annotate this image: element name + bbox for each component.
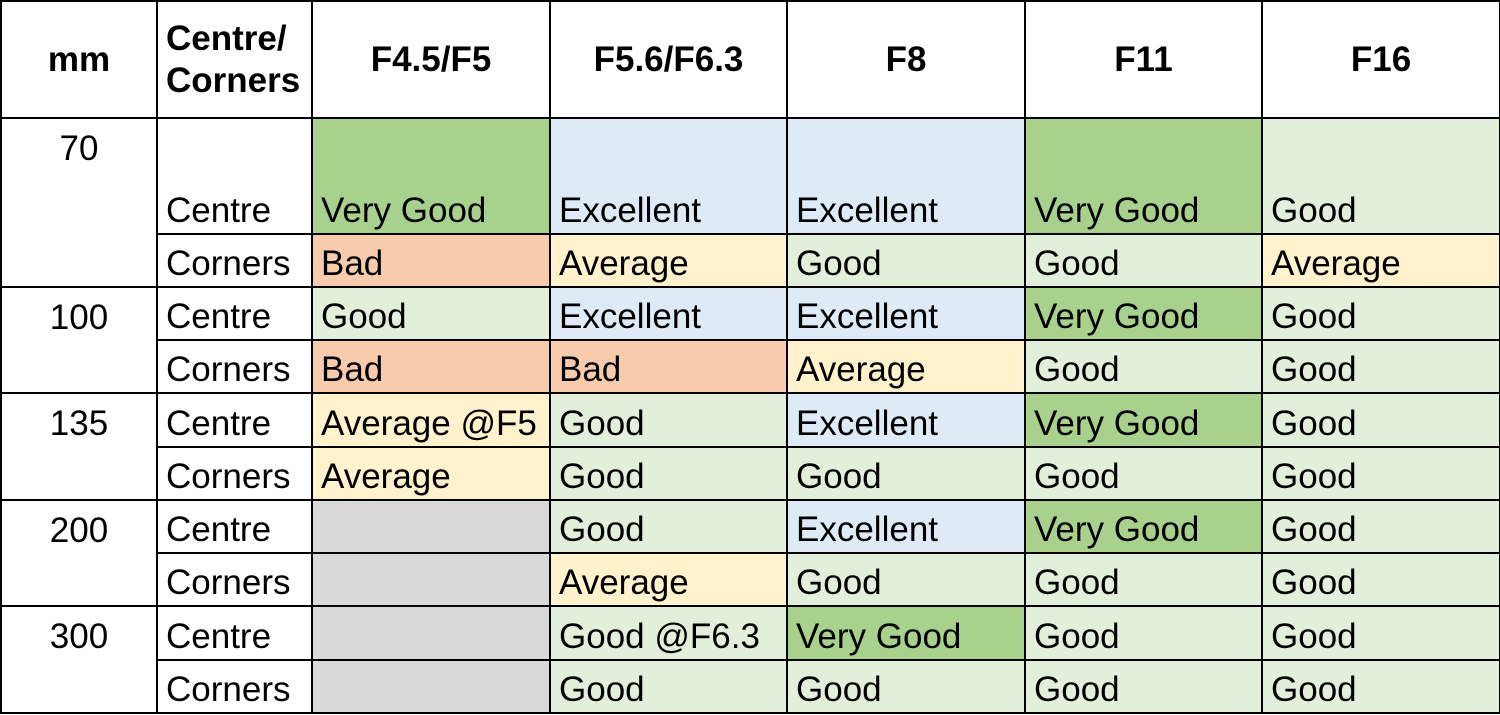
position-cell: Centre xyxy=(156,392,313,448)
table-row: 300 Centre Good @F6.3 Very Good Good Good xyxy=(0,605,1500,714)
table-row: Corners Good Good Good Good xyxy=(1,658,1500,715)
rating-cell: Good xyxy=(1024,339,1263,395)
rating-cell xyxy=(311,605,551,661)
rating-cell: Good xyxy=(1261,117,1500,235)
rating-cell: Excellent xyxy=(786,117,1026,235)
rating-cell: Good xyxy=(549,392,788,448)
header-centre-corners: Centre/ Corners xyxy=(156,0,313,119)
table-row: 200 Centre Good Excellent Very Good Good xyxy=(0,498,1500,608)
rating-cell: Good xyxy=(786,552,1026,608)
rating-cell: Excellent xyxy=(786,498,1026,555)
rating-cell: Good xyxy=(1261,392,1500,448)
position-cell: Centre xyxy=(156,285,313,342)
position-cell: Corners xyxy=(156,658,313,715)
rating-cell: Bad xyxy=(311,232,551,288)
rating-cell: Average xyxy=(311,445,551,501)
table-body: 70 Centre Very Good Excellent Excellent Very … xyxy=(0,117,1500,715)
focal-length-cell: 70 xyxy=(0,117,158,288)
rating-cell: Average xyxy=(549,232,788,288)
position-cell: Corners xyxy=(156,445,313,501)
rating-cell: Good xyxy=(786,445,1026,501)
table-row: Corners Bad Average Good Good Average xyxy=(1,232,1500,288)
rating-cell: Good xyxy=(786,232,1026,288)
rating-cell: Bad xyxy=(311,339,551,395)
position-cell: Centre xyxy=(156,117,313,235)
rating-cell: Good xyxy=(1261,605,1500,661)
rating-cell: Good xyxy=(1261,552,1500,608)
table-row: Corners Bad Bad Average Good Good xyxy=(1,339,1500,395)
table-row: Corners Average Good Good Good xyxy=(1,552,1500,608)
rating-cell: Good xyxy=(1261,339,1500,395)
rating-cell: Good xyxy=(1024,658,1263,715)
rating-cell: Good xyxy=(1024,552,1263,608)
rating-cell: Good @F6.3 xyxy=(549,605,788,661)
rating-cell xyxy=(311,552,551,608)
table-row: 70 Centre Very Good Excellent Excellent Very … xyxy=(0,117,1500,288)
rating-cell: Excellent xyxy=(549,117,788,235)
rating-cell: Good xyxy=(1261,658,1500,715)
rating-cell: Average xyxy=(549,552,788,608)
rating-cell: Good xyxy=(549,658,788,715)
header-aperture-f8: F8 xyxy=(786,0,1026,119)
header-aperture-f4.5-f5: F4.5/F5 xyxy=(311,0,551,119)
table-row: 100 Centre Good Excellent Excellent Very Good… xyxy=(0,285,1500,395)
focal-length-cell: 200 xyxy=(0,498,158,608)
focal-length-cell: 100 xyxy=(0,285,158,395)
rating-cell xyxy=(311,498,551,555)
rating-cell: Good xyxy=(1024,605,1263,661)
rating-cell: Good xyxy=(1261,285,1500,342)
header-row: mm Centre/ Corners F4.5/F5 F5.6/F6.3 F8 … xyxy=(0,0,1500,119)
rating-cell: Good xyxy=(549,498,788,555)
table-row: Corners Average Good Good Good Good xyxy=(1,445,1500,501)
position-cell: Corners xyxy=(156,339,313,395)
position-cell: Corners xyxy=(156,552,313,608)
rating-cell: Excellent xyxy=(786,392,1026,448)
rating-cell: Very Good xyxy=(1024,285,1263,342)
header-centre-corners-text: Centre/ Corners xyxy=(166,18,301,100)
rating-cell: Very Good xyxy=(1024,392,1263,448)
rating-cell: Average xyxy=(786,339,1026,395)
rating-cell: Excellent xyxy=(549,285,788,342)
rating-cell: Good xyxy=(1261,445,1500,501)
rating-cell: Very Good xyxy=(311,117,551,235)
rating-cell: Very Good xyxy=(786,605,1026,661)
rating-cell: Good xyxy=(311,285,551,342)
table-row: 135 Centre Average @F5 Good Excellent Very Go… xyxy=(0,392,1500,501)
focal-length-cell: 135 xyxy=(0,392,158,501)
rating-cell: Bad xyxy=(549,339,788,395)
rating-cell: Average @F5 xyxy=(311,392,551,448)
position-cell: Centre xyxy=(156,605,313,661)
rating-cell: Good xyxy=(786,658,1026,715)
rating-cell: Good xyxy=(1024,445,1263,501)
header-aperture-f11: F11 xyxy=(1024,0,1263,119)
rating-cell: Good xyxy=(1261,498,1500,555)
position-cell: Corners xyxy=(156,232,313,288)
header-mm: mm xyxy=(0,0,158,119)
rating-cell: Good xyxy=(549,445,788,501)
position-cell: Centre xyxy=(156,498,313,555)
rating-cell: Good xyxy=(1024,232,1263,288)
rating-cell xyxy=(311,658,551,715)
rating-cell: Average xyxy=(1261,232,1500,288)
rating-cell: Very Good xyxy=(1024,498,1263,555)
rating-cell: Excellent xyxy=(786,285,1026,342)
focal-length-cell: 300 xyxy=(0,605,158,714)
rating-cell: Very Good xyxy=(1024,117,1263,235)
header-aperture-f5.6-f6.3: F5.6/F6.3 xyxy=(549,0,788,119)
header-aperture-f16: F16 xyxy=(1261,0,1500,119)
